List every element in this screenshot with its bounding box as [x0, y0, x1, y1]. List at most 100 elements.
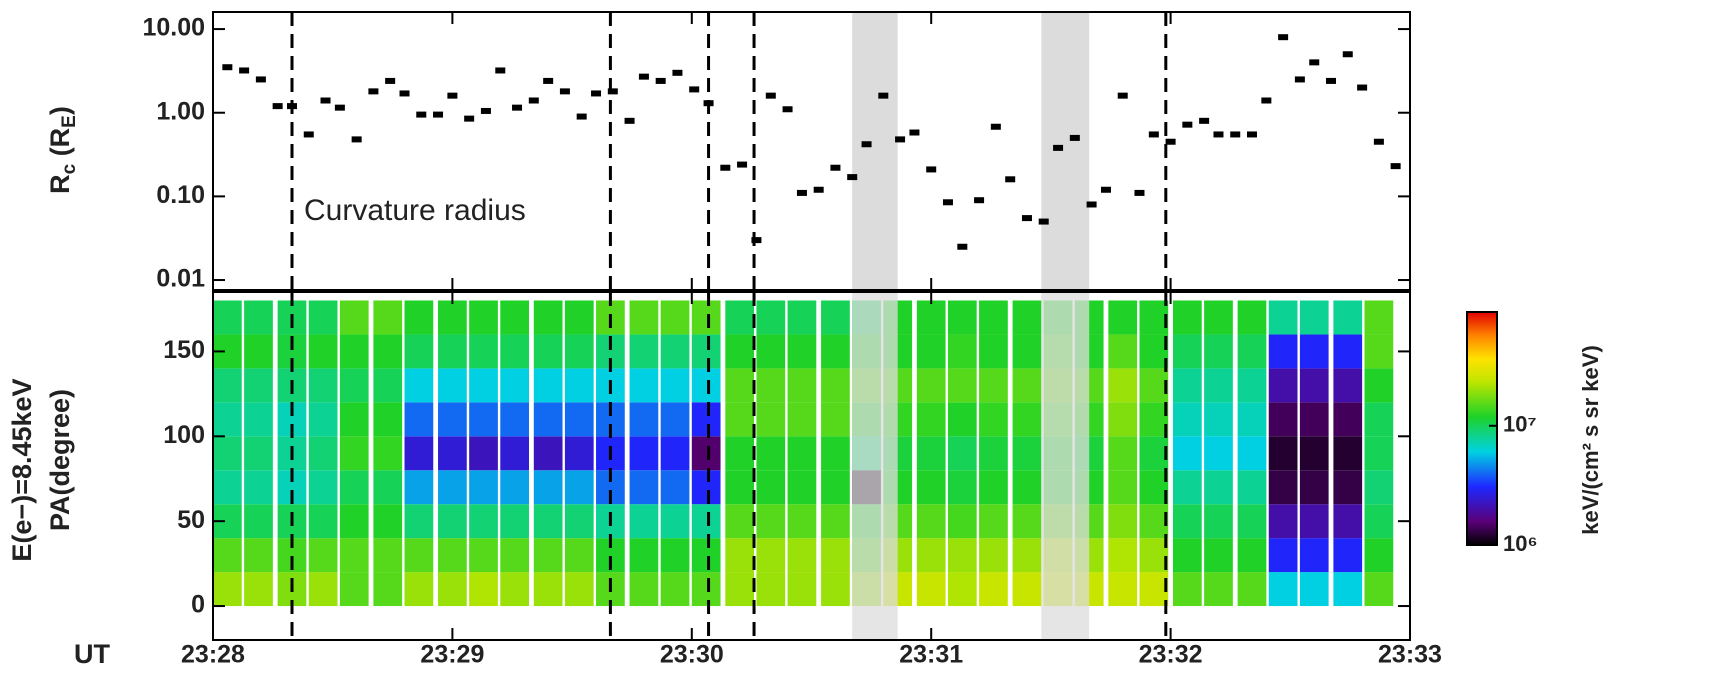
heatmap-cell [373, 368, 403, 403]
heatmap-cell [947, 402, 977, 437]
heatmap-cell [821, 402, 850, 437]
heatmap-cell [725, 538, 755, 573]
heatmap-cell [308, 368, 338, 403]
heatmap-cell [1204, 470, 1233, 505]
heatmap-cell [1139, 402, 1169, 437]
heatmap-cell [1333, 470, 1363, 505]
heatmap-cell [725, 334, 755, 369]
colorbar-tick-label: 10⁶ [1503, 531, 1538, 556]
heatmap-cell [979, 300, 1008, 335]
data-point [861, 141, 872, 148]
heatmap-cell [1012, 334, 1042, 369]
heatmap-cell [1364, 300, 1394, 335]
heatmap-cell [756, 504, 786, 539]
heatmap-cell [308, 572, 338, 607]
heatmap-cell [564, 572, 594, 607]
heatmap-cell [725, 470, 755, 505]
heatmap-cell [1364, 402, 1394, 437]
heatmap-cell [438, 300, 467, 335]
heatmap-cell [1299, 504, 1329, 539]
data-point [239, 67, 250, 74]
heatmap-cell [1108, 300, 1138, 335]
heatmap-cell [691, 572, 721, 607]
heatmap-cell [404, 368, 434, 403]
heatmap-cell [1108, 368, 1138, 403]
data-point [926, 166, 937, 173]
heatmap-cell [1333, 572, 1363, 607]
heatmap-cell [469, 470, 498, 505]
heatmap-cell [691, 470, 721, 505]
shaded-interval [1041, 12, 1090, 290]
heatmap-cell [916, 504, 946, 539]
heatmap-cell [1108, 334, 1138, 369]
heatmap-cell [1108, 538, 1138, 573]
heatmap-cell [660, 572, 690, 607]
data-point [447, 92, 458, 99]
data-point [990, 123, 1001, 130]
heatmap-cell [469, 300, 498, 335]
heatmap-cell [1139, 538, 1169, 573]
heatmap-cell [1012, 470, 1042, 505]
heatmap-cell [1204, 368, 1233, 403]
heatmap-cell [438, 368, 467, 403]
heatmap-cell [1012, 436, 1042, 471]
data-point [1086, 201, 1097, 208]
plot-frame [212, 11, 1411, 291]
heatmap-cell [1108, 572, 1138, 607]
label-part: R [45, 174, 75, 194]
heatmap-cell [213, 470, 242, 505]
heatmap-cell [1364, 470, 1394, 505]
heatmap-cell [787, 334, 817, 369]
colorbar [1466, 311, 1498, 546]
data-point [1069, 134, 1080, 141]
data-point [576, 113, 587, 120]
heatmap-cell [1299, 300, 1329, 335]
heatmap-cell [916, 402, 946, 437]
data-point [334, 104, 345, 111]
heatmap-cell [438, 436, 467, 471]
y-tick-label: 50 [177, 506, 205, 534]
heatmap-cell [469, 504, 498, 539]
y-tick-label: 1.00 [156, 97, 205, 125]
data-point [782, 106, 793, 113]
heatmap-cell [979, 334, 1008, 369]
heatmap-cell [691, 334, 721, 369]
heatmap-cell [1204, 572, 1233, 607]
data-point [1357, 84, 1368, 91]
heatmap-cell [373, 538, 403, 573]
data-point [1294, 76, 1305, 83]
heatmap-cell [660, 538, 690, 573]
heatmap-cell [1237, 436, 1267, 471]
heatmap-cell [821, 572, 850, 607]
heatmap-cell [339, 436, 369, 471]
shaded-interval [852, 12, 898, 290]
heatmap-cell [787, 470, 817, 505]
heatmap-cell [1204, 538, 1233, 573]
heatmap-cell [1364, 504, 1394, 539]
heatmap-cell [1172, 504, 1202, 539]
heatmap-cell [1012, 402, 1042, 437]
heatmap-cell [787, 436, 817, 471]
heatmap-cell [1364, 334, 1394, 369]
data-point [607, 88, 618, 95]
heatmap-cell [787, 538, 817, 573]
data-point [1213, 131, 1224, 138]
data-point [399, 90, 410, 97]
heatmap-cell [564, 470, 594, 505]
heatmap-cell [438, 470, 467, 505]
x-tick-label: 23:29 [420, 641, 484, 669]
heatmap-cell [756, 470, 786, 505]
heatmap-cell [308, 300, 338, 335]
heatmap-cell [1139, 368, 1169, 403]
heatmap-cell [469, 572, 498, 607]
heatmap-cell [1333, 300, 1363, 335]
heatmap-cell [947, 470, 977, 505]
heatmap-cell [500, 368, 530, 403]
heatmap-cell [373, 470, 403, 505]
heatmap-cell [564, 368, 594, 403]
heatmap-cell [947, 300, 977, 335]
heatmap-cell [1012, 572, 1042, 607]
heatmap-cell [373, 436, 403, 471]
heatmap-cell [691, 538, 721, 573]
heatmap-cell [1237, 368, 1267, 403]
